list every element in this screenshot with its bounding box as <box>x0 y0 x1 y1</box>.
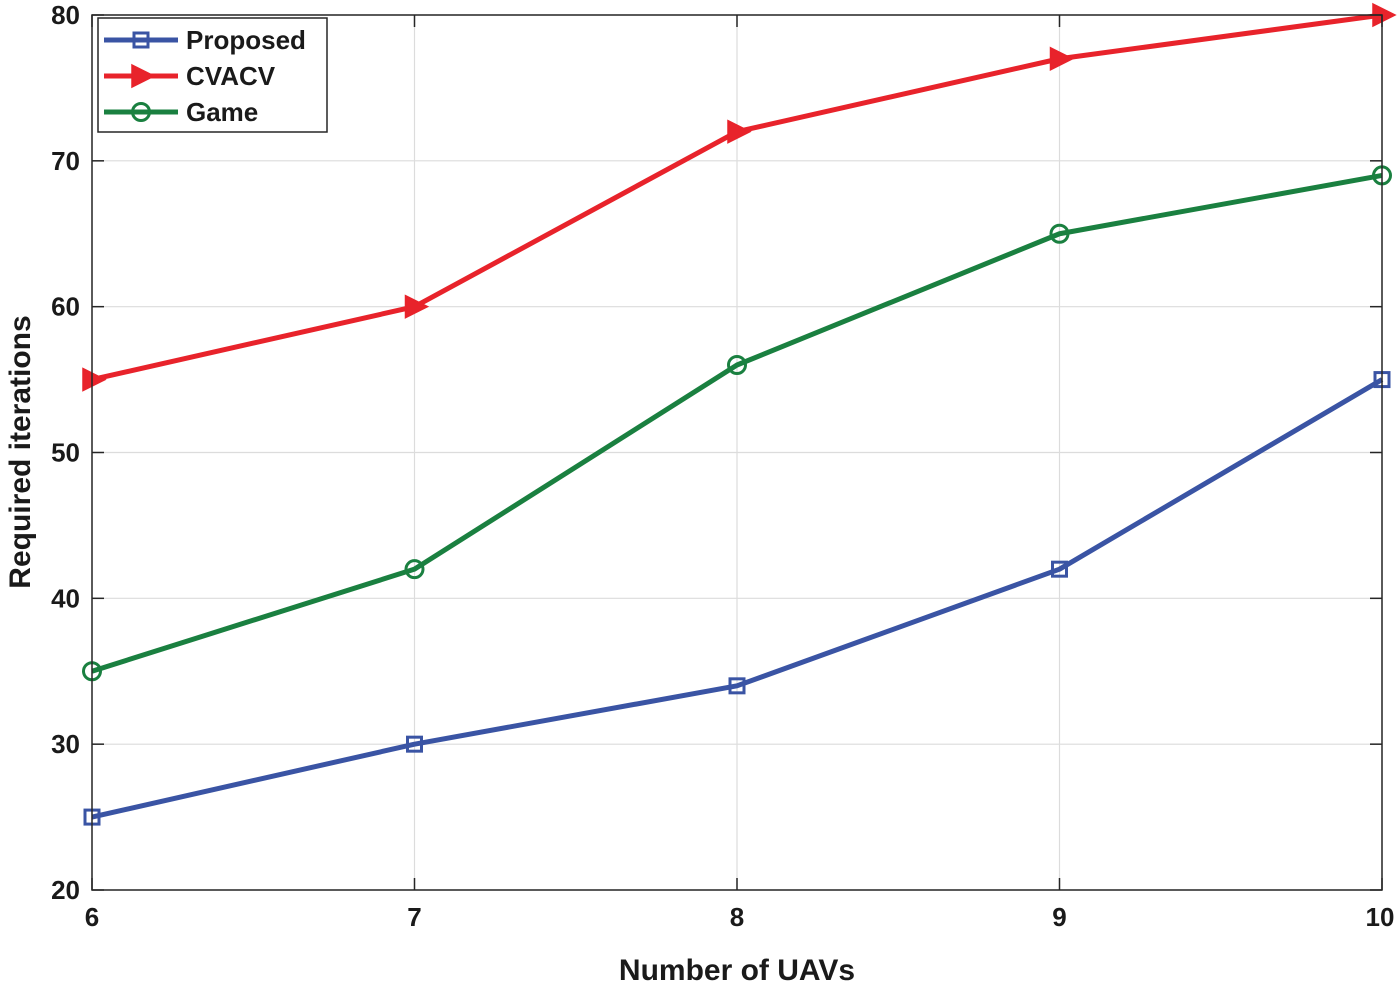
y-tick-label: 60 <box>51 292 80 322</box>
data-point-cvacv <box>404 294 430 319</box>
y-tick-label: 30 <box>51 729 80 759</box>
legend-label-proposed: Proposed <box>186 25 306 55</box>
data-point-proposed <box>406 735 423 753</box>
data-point-game <box>727 355 747 375</box>
x-tick-label: 6 <box>85 902 99 932</box>
legend-item-game: Game <box>104 97 258 127</box>
ticks: 6 7 8 9 10 20 30 40 50 60 70 80 <box>51 0 1394 932</box>
y-tick-label: 80 <box>51 0 80 30</box>
series-group <box>82 2 1397 826</box>
x-tick-label: 9 <box>1052 902 1066 932</box>
series-line-proposed <box>91 377 1384 820</box>
x-axis-label: Number of UAVs <box>619 954 855 987</box>
legend: Proposed CVACV Game <box>97 17 328 133</box>
data-point-proposed <box>728 677 746 695</box>
legend-item-cvacv: CVACV <box>104 61 276 91</box>
legend-marker-game <box>131 102 151 122</box>
legend-label-cvacv: CVACV <box>186 61 276 91</box>
legend-item-proposed: Proposed <box>104 25 306 55</box>
grid <box>91 14 1383 891</box>
data-point-game <box>1049 223 1070 244</box>
y-tick-label: 50 <box>51 438 80 468</box>
data-point-game <box>404 559 425 580</box>
legend-label-game: Game <box>186 97 258 127</box>
data-point-cvacv <box>1049 46 1075 71</box>
data-point-cvacv <box>727 119 752 144</box>
x-tick-label: 10 <box>1366 902 1395 932</box>
data-point-cvacv <box>82 367 107 392</box>
y-tick-label: 40 <box>51 583 80 613</box>
y-tick-label: 20 <box>51 875 80 905</box>
legend-marker-cvacv <box>131 63 156 89</box>
series-cvacv <box>82 2 1397 392</box>
x-tick-label: 8 <box>730 902 744 932</box>
data-point-proposed <box>1051 560 1068 578</box>
legend-marker-proposed <box>132 31 150 49</box>
y-tick-label: 70 <box>51 146 80 176</box>
x-tick-label: 7 <box>407 902 421 932</box>
series-proposed <box>83 371 1391 826</box>
series-line-game <box>91 172 1383 674</box>
y-axis-label: Required iterations <box>4 315 37 588</box>
